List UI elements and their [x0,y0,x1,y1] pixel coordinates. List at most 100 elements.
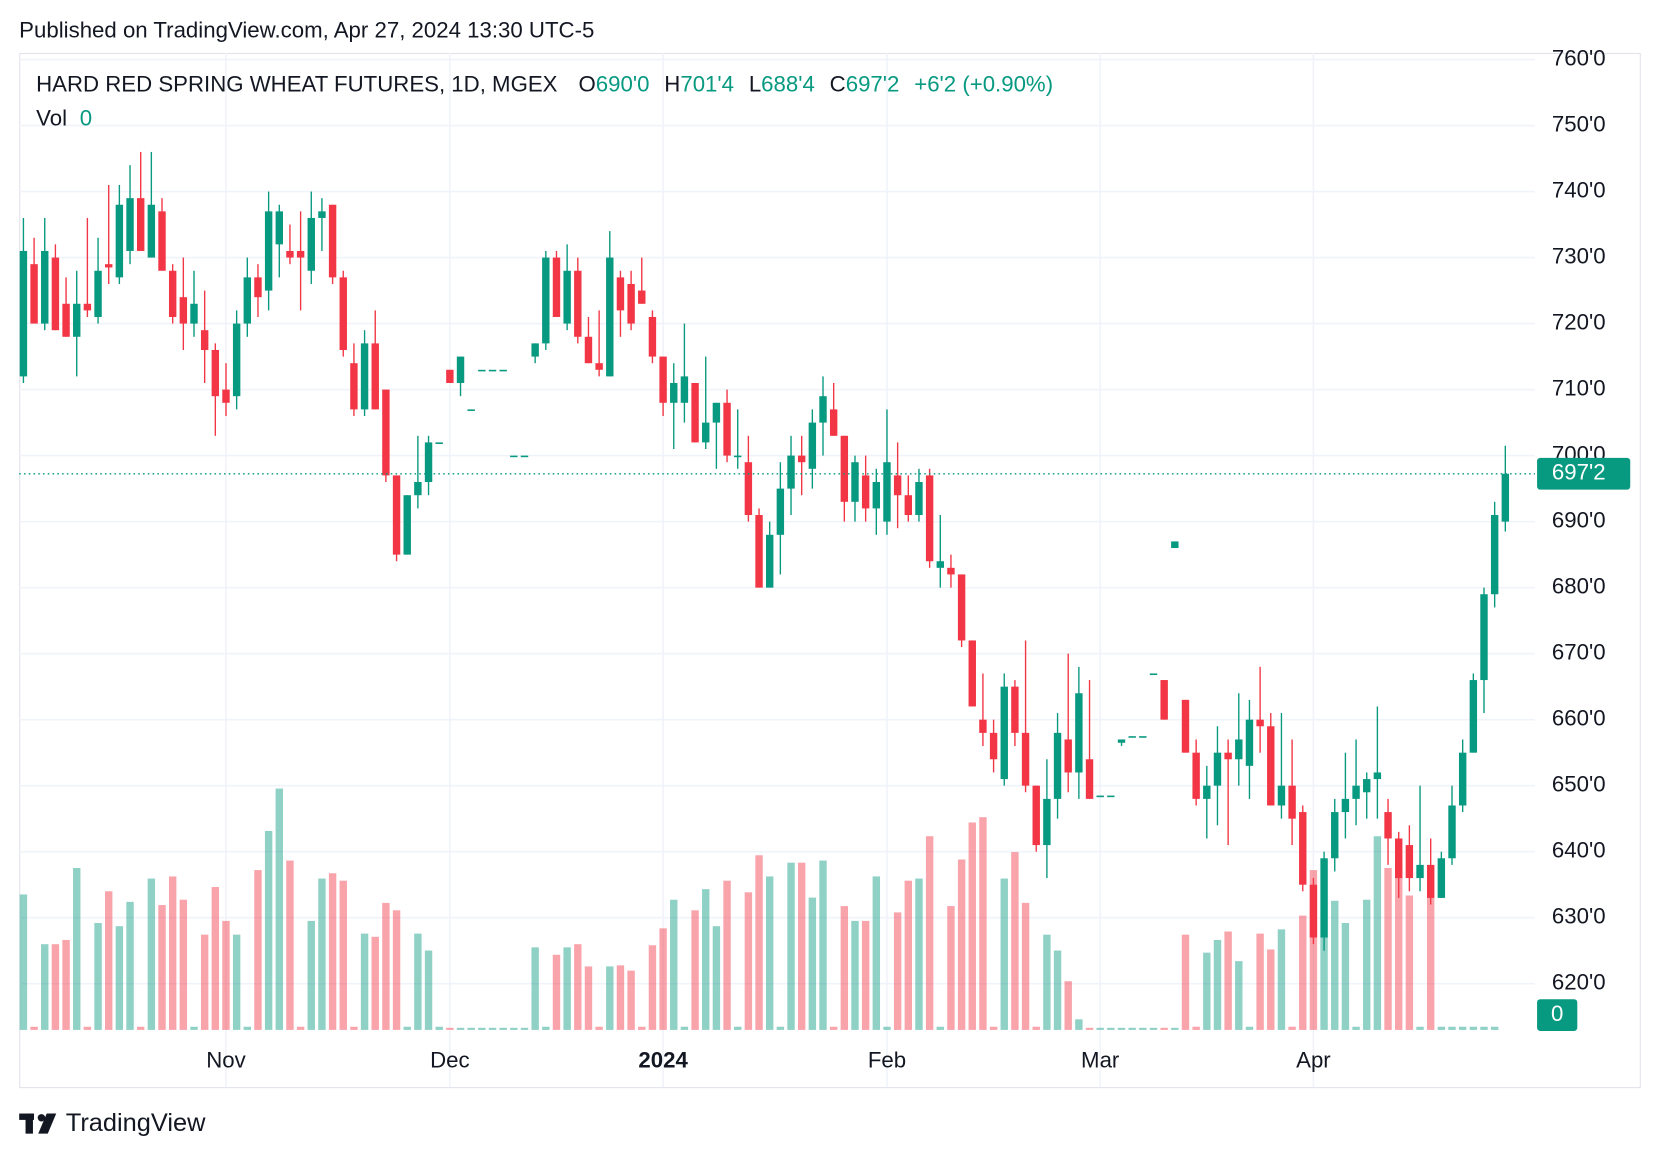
volume-bar [1171,1027,1179,1030]
y-tick-label: 690'0 [1552,507,1606,532]
candle-body [797,455,806,463]
candle-body [1395,838,1403,879]
volume-bar [328,873,337,1030]
candle-body [702,422,710,443]
volume-bar [670,899,678,1030]
volume-bar [1139,1027,1147,1030]
candle-body [1277,785,1286,806]
volume-bar [232,934,241,1030]
volume-bar [94,923,102,1030]
candle-layer [19,151,1510,951]
candle-body [307,217,315,271]
volume-bar [254,870,262,1030]
candle-body [126,198,134,251]
volume-bar [531,947,539,1030]
volume-bar [1085,1027,1094,1030]
candle-body [1384,812,1392,839]
axes: 620'0 630'0 640'0 650'0 660'0 670'0 680'0 690'0… [19,45,1631,1073]
volume-bar [1416,1026,1424,1030]
volume-bar [808,897,817,1030]
candle-body [392,475,401,555]
candle-body [1128,736,1136,738]
volume-bar [1331,900,1339,1030]
volume-layer [19,788,1499,1030]
y-tick-label: 710'0 [1552,375,1606,400]
candle-body [456,356,465,383]
candle-body [1032,785,1040,846]
candle-body [680,376,689,403]
volume-label: Vol [36,105,67,130]
volume-bar [1309,870,1318,1030]
volume-bar [893,912,902,1030]
volume-value: 0 [80,105,92,130]
volume-bar [1448,1026,1456,1030]
candle-body [936,561,944,568]
volume-bar [861,920,870,1030]
volume-bar [851,920,859,1030]
volume-bar [1053,950,1062,1030]
candle-body [424,442,433,483]
candle-body [755,515,763,588]
candle-body [872,482,881,509]
candle-body [893,475,902,496]
candle-body [1224,752,1232,760]
volume-bar [659,928,667,1030]
volume-bar [275,788,283,1030]
candle-body [232,323,241,397]
volume-bar [296,1026,305,1030]
volume-bar [574,944,582,1030]
candle-body [328,204,337,278]
volume-bar [1235,961,1243,1030]
candle-body [94,270,102,317]
candle-body [1480,594,1488,681]
volume-bar [979,817,987,1030]
volume-bar [1426,897,1435,1030]
volume-bar [360,933,369,1030]
volume-bar [616,965,625,1030]
volume-bar [243,1026,252,1030]
brand-logo [19,1113,57,1134]
candle-body [136,198,145,251]
volume-bar [1000,878,1008,1030]
volume-bar [446,1027,454,1030]
ohlc-value: 688'4 [761,72,815,97]
volume-bar [488,1027,497,1030]
candle-body [904,495,913,516]
candle-body [808,422,817,469]
volume-bar [819,860,827,1030]
candle-body [1416,864,1424,879]
volume-bar [1245,1026,1254,1030]
candle-body [670,382,678,403]
candle-body [115,204,124,278]
candle-body [200,330,209,350]
symbol-title: HARD RED SPRING WHEAT FUTURES, 1D, MGEX [36,72,558,97]
volume-bar [904,880,913,1030]
candle-body [1256,719,1264,727]
candle-body [734,455,742,458]
volume-bar [1224,931,1232,1030]
candle-body [595,363,603,370]
candle-body [584,336,593,364]
volume-bar [1384,867,1392,1030]
volume-bar [1352,1026,1360,1030]
volume-bar [510,1027,518,1030]
candle-body [1299,812,1307,885]
candle-body [360,343,369,410]
volume-bar [915,878,923,1030]
candle-body [1011,686,1019,733]
candle-body [829,409,838,436]
volume-bar [563,947,571,1030]
volume-bar [318,878,326,1030]
volume-bar [648,945,657,1030]
candle-body [1309,884,1318,938]
volume-bar [1299,915,1307,1030]
volume-bar [840,906,849,1030]
y-tick-label: 750'0 [1552,111,1606,136]
volume-bar [105,891,113,1030]
volume-bar [787,862,795,1030]
candle-body [1437,858,1446,898]
candle-body [83,303,92,311]
candle-body [222,389,230,403]
volume-bar [1032,1026,1040,1030]
volume-bar [136,1026,145,1030]
